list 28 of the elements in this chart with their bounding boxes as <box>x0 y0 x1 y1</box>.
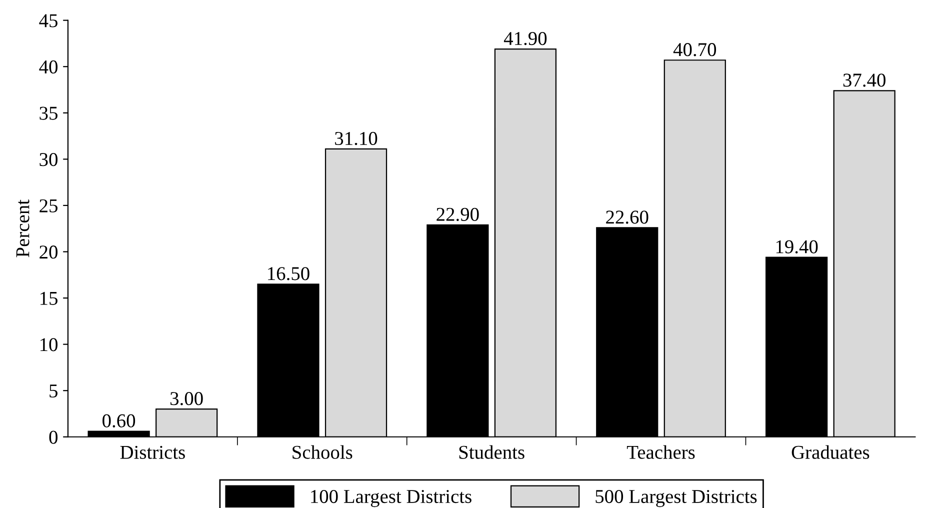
x-tick-label: Students <box>459 445 524 459</box>
y-tick-label: 25 <box>40 199 58 212</box>
data-label: 41.90 <box>504 32 547 46</box>
y-axis-title: Percent <box>16 200 30 258</box>
data-label: 31.10 <box>335 132 378 146</box>
data-label: 0.60 <box>102 414 136 428</box>
y-tick-label: 20 <box>40 246 58 259</box>
data-label: 40.70 <box>673 43 716 56</box>
data-label: 22.90 <box>436 208 479 222</box>
legend-label: 100 Largest Districts <box>311 490 472 508</box>
x-tick-label: Districts <box>120 446 185 459</box>
y-tick-label: 15 <box>40 292 58 305</box>
data-label: 3.00 <box>170 392 203 406</box>
y-tick-label: 35 <box>40 106 58 120</box>
data-label: 22.60 <box>606 210 648 224</box>
y-tick-label: 30 <box>40 152 58 166</box>
x-tick-label: Teachers <box>626 445 695 459</box>
y-tick-label: 45 <box>39 14 58 28</box>
legend-label: 500 Largest Districts <box>596 490 757 508</box>
y-tick-label: 0 <box>49 430 58 444</box>
x-tick-label: Schools <box>292 445 352 459</box>
data-label: 16.50 <box>268 267 310 280</box>
data-label: 19.40 <box>776 240 818 254</box>
x-tick-label: Graduates <box>792 445 870 459</box>
data-label: 37.40 <box>843 74 886 87</box>
y-tick-label: 10 <box>40 338 58 352</box>
y-tick-label: 5 <box>50 384 58 398</box>
y-tick-label: 40 <box>39 60 58 74</box>
